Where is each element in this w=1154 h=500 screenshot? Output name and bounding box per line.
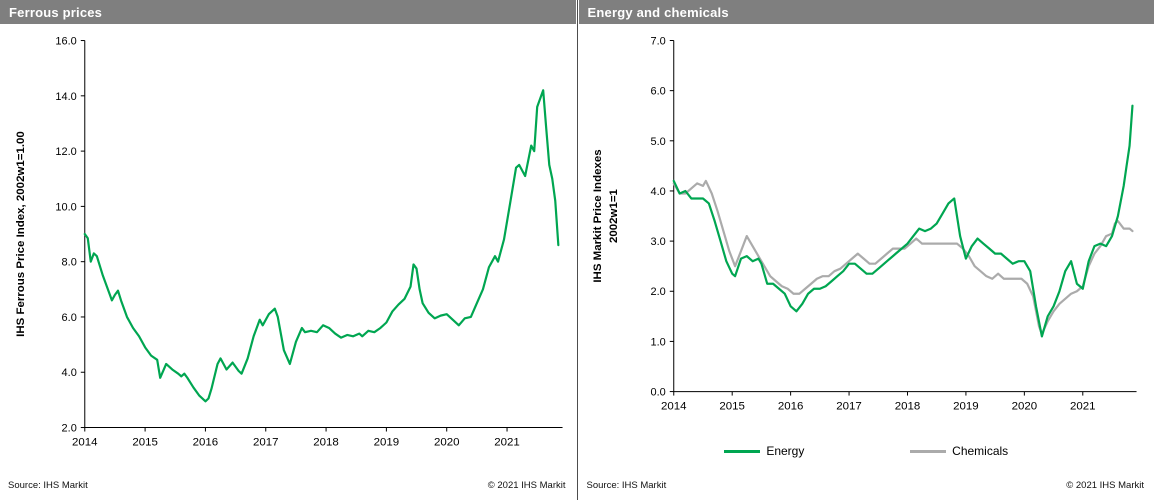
energy-chemicals-line-chart: 0.0 1.0 2.0 3.0 4.0 5.0 6.0 7.0 2014 2015 2016 2017… <box>591 35 1137 413</box>
svg-text:2021: 2021 <box>1070 401 1096 413</box>
svg-text:2016: 2016 <box>193 436 219 448</box>
svg-text:6.0: 6.0 <box>62 312 77 324</box>
svg-text:3.0: 3.0 <box>650 236 665 248</box>
svg-text:2021: 2021 <box>494 436 520 448</box>
source-note: Source: IHS Markit <box>8 479 88 491</box>
svg-text:0.0: 0.0 <box>650 387 665 399</box>
panel-title-energy-chemicals: Energy and chemicals <box>587 4 729 20</box>
svg-text:2017: 2017 <box>836 401 862 413</box>
svg-text:1.0: 1.0 <box>650 336 665 348</box>
energy-line-swatch <box>724 449 761 453</box>
legend-item-energy: Energy <box>724 444 804 458</box>
energy-chemicals-panel: Energy and chemicals 0.0 1.0 2.0 3.0 4.0 5.0 6… <box>578 0 1154 500</box>
svg-text:6.0: 6.0 <box>650 86 665 98</box>
svg-text:2015: 2015 <box>719 401 745 413</box>
svg-text:4.0: 4.0 <box>650 186 665 198</box>
panel-title-ferrous: Ferrous prices <box>9 4 103 20</box>
energy-panel-header: Energy and chemicals <box>578 0 1154 24</box>
svg-text:2.0: 2.0 <box>650 286 665 298</box>
svg-text:2018: 2018 <box>313 436 339 448</box>
svg-text:2020: 2020 <box>434 436 460 448</box>
ferrous-prices-panel: Ferrous prices 2.0 4.0 6.0 8.0 10.0 12.0 14.0 1… <box>0 0 576 500</box>
svg-text:2016: 2016 <box>777 401 803 413</box>
chemicals-line-swatch <box>910 449 947 453</box>
svg-text:2014: 2014 <box>660 401 686 413</box>
source-note: Source: IHS Markit <box>586 479 667 491</box>
svg-text:2018: 2018 <box>894 401 920 413</box>
svg-text:2017: 2017 <box>253 436 279 448</box>
svg-text:14.0: 14.0 <box>55 91 76 103</box>
svg-text:IHS Markit Price Indexes: IHS Markit Price Indexes <box>591 149 603 282</box>
svg-text:7.0: 7.0 <box>650 35 665 47</box>
copyright-note: © 2021 IHS Markit <box>487 479 566 491</box>
svg-text:2014: 2014 <box>72 436 98 448</box>
svg-text:IHS Ferrous Price Index, 2002w: IHS Ferrous Price Index, 2002w1=1.00 <box>15 131 27 337</box>
copyright-note: © 2021 IHS Markit <box>1066 479 1144 491</box>
svg-text:4.0: 4.0 <box>62 367 77 379</box>
legend-label-chemicals: Chemicals <box>952 444 1009 458</box>
svg-text:2019: 2019 <box>953 401 979 413</box>
svg-text:16.0: 16.0 <box>55 36 76 48</box>
svg-text:2015: 2015 <box>132 436 158 448</box>
legend-item-chemicals: Chemicals <box>910 444 1008 458</box>
svg-text:12.0: 12.0 <box>55 146 76 158</box>
chart-legend: Energy Chemicals <box>579 432 1154 470</box>
svg-text:10.0: 10.0 <box>55 201 76 213</box>
panel-footer-energy: Source: IHS Markit © 2021 IHS Markit <box>579 470 1154 500</box>
ferrous-panel-header: Ferrous prices <box>0 0 576 24</box>
svg-text:2019: 2019 <box>374 436 400 448</box>
svg-text:2002w1=1: 2002w1=1 <box>607 188 619 243</box>
panel-footer-ferrous: Source: IHS Markit © 2021 IHS Markit <box>0 470 576 500</box>
legend-label-energy: Energy <box>766 444 805 458</box>
ferrous-price-line-chart: 2.0 4.0 6.0 8.0 10.0 12.0 14.0 16.0 2014 2015 2016… <box>15 36 563 448</box>
panel-divider <box>576 0 578 500</box>
svg-text:8.0: 8.0 <box>62 257 77 269</box>
svg-text:5.0: 5.0 <box>650 136 665 148</box>
svg-text:2020: 2020 <box>1011 401 1037 413</box>
svg-text:2.0: 2.0 <box>62 423 77 435</box>
